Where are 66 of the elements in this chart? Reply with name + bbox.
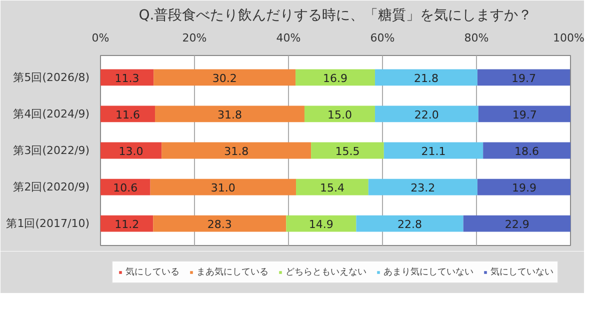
data-label: 21.8 (414, 72, 438, 85)
x-tick-label: 60% (370, 32, 395, 44)
data-label: 19.7 (511, 72, 536, 85)
data-label: 19.9 (512, 182, 536, 195)
x-tick-label: 0% (92, 32, 110, 44)
bar (483, 142, 570, 159)
bar (368, 178, 478, 196)
y-tick-label: 第5回(2026/8) (13, 70, 90, 84)
bar (100, 215, 154, 232)
bar (150, 178, 296, 196)
bar (286, 215, 356, 232)
data-label: 31.8 (218, 108, 242, 122)
x-tick-label: 100% (553, 32, 585, 44)
bar (374, 69, 478, 86)
data-label: 28.3 (207, 218, 232, 232)
y-tick-label: 第1回(2017/10) (6, 217, 90, 230)
data-label: 22.8 (398, 218, 422, 232)
bar (154, 69, 296, 86)
bar (477, 178, 570, 196)
bar (162, 142, 312, 159)
bar (155, 106, 304, 122)
data-label: 11.3 (114, 72, 140, 85)
y-tick-label: 第4回(2024/9) (13, 107, 90, 120)
data-label: 22.9 (504, 218, 530, 232)
data-label: 15.5 (335, 145, 360, 158)
legend-label: 気にしている (126, 266, 180, 278)
bar (374, 106, 478, 122)
data-label: 19.7 (512, 108, 537, 122)
legend-label: まあ気にしている (196, 266, 268, 278)
bar (304, 106, 375, 122)
bar (356, 215, 464, 232)
bar (153, 215, 286, 232)
data-label: 21.1 (421, 145, 446, 158)
data-label: 10.6 (113, 182, 138, 195)
data-label: 15.0 (327, 108, 352, 122)
data-label: 18.6 (514, 145, 540, 158)
x-tick-label: 80% (464, 32, 489, 44)
data-label: 23.2 (410, 182, 436, 195)
legend-label: あまり気にしていない (384, 266, 474, 278)
data-label: 14.9 (308, 218, 334, 232)
data-label: 11.2 (114, 218, 140, 232)
data-label: 30.2 (212, 72, 237, 85)
x-tick-label: 40% (276, 32, 301, 44)
y-tick-label: 第2回(2020/9) (13, 180, 90, 194)
legend-label: どちらともいえない (286, 266, 366, 278)
data-label: 31.8 (224, 145, 249, 158)
bar (100, 69, 154, 86)
data-label: 15.4 (320, 182, 344, 195)
bar (311, 142, 384, 159)
bar (463, 215, 570, 232)
data-label: 16.9 (323, 72, 348, 85)
y-tick-label: 第3回(2022/9) (13, 144, 90, 157)
chart-title: Q.普段食べたり飲んだりする時に、「糖質」を気にしますか？ (138, 6, 532, 24)
x-tick-label: 20% (182, 32, 207, 44)
bar (478, 106, 570, 122)
bar (100, 106, 156, 122)
data-label: 13.0 (118, 145, 144, 158)
bar (296, 178, 368, 196)
bar (477, 69, 570, 86)
data-label: 11.6 (116, 108, 140, 122)
data-label: 31.0 (210, 182, 236, 195)
legend-label: 気にしていない (490, 266, 554, 278)
bar (296, 69, 375, 86)
data-label: 22.0 (414, 108, 439, 122)
bar (100, 178, 150, 196)
bar (384, 142, 484, 159)
